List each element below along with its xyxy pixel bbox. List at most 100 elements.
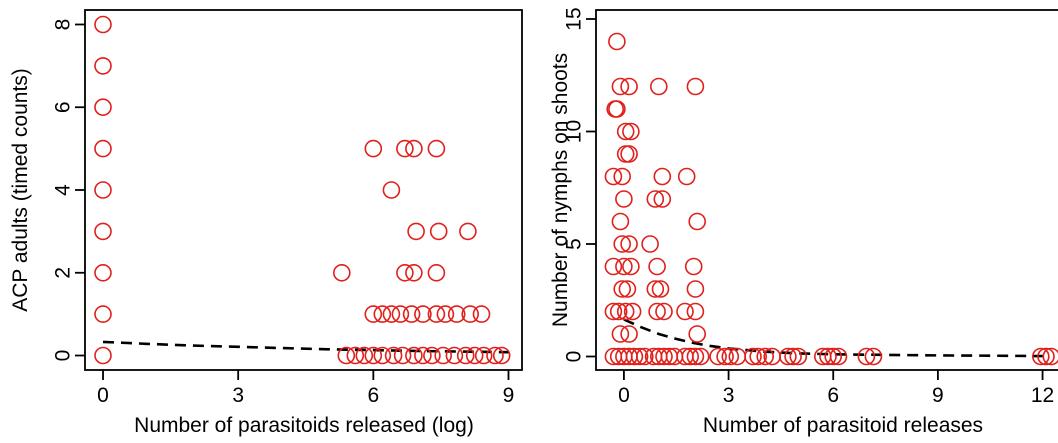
right-data-point — [864, 347, 883, 366]
left-data-point — [94, 139, 112, 158]
right-data-point — [728, 347, 747, 366]
right-data-point — [615, 257, 633, 276]
right-data-point — [608, 100, 626, 118]
left-data-point — [396, 139, 414, 158]
left-data-point — [492, 346, 511, 365]
left-y-ticks: 0 2 4 6 8 — [52, 19, 85, 362]
left-data-point — [465, 346, 484, 365]
left-data-point — [414, 305, 432, 323]
left-data-point — [373, 305, 392, 323]
left-data-point — [94, 15, 112, 34]
left-data-point — [94, 222, 112, 241]
left-y-tick-label: 4 — [52, 184, 75, 196]
right-data-point — [613, 167, 632, 186]
left-x-tick-label: 6 — [367, 384, 379, 407]
right-data-point — [789, 347, 808, 366]
left-data-point — [405, 346, 423, 365]
right-data-point — [824, 347, 843, 366]
right-data-point — [779, 347, 797, 366]
left-data-point — [332, 263, 351, 282]
right-data-point — [611, 212, 630, 231]
right-data-point — [677, 167, 696, 186]
left-x-tick-label: 9 — [503, 384, 515, 407]
right-data-point — [648, 257, 666, 276]
right-x-tick-label: 6 — [827, 384, 839, 407]
left-data-point — [94, 305, 112, 323]
right-data-point — [721, 347, 740, 366]
right-data-point — [646, 280, 665, 298]
left-data-point — [373, 346, 392, 365]
right-data-point — [620, 235, 638, 253]
left-x-tick-label: 0 — [97, 384, 109, 407]
right-x-axis-label: Number of parasitoid releases — [703, 414, 983, 437]
left-data-point — [434, 346, 453, 365]
right-data-point — [613, 235, 632, 253]
left-data-point — [94, 346, 112, 365]
right-data-point — [655, 347, 673, 366]
left-data-points — [94, 15, 511, 365]
left-data-point — [382, 305, 401, 323]
right-data-point — [620, 325, 638, 343]
right-data-point — [615, 190, 633, 208]
left-data-point — [382, 181, 401, 199]
right-y-tick-label: 0 — [563, 351, 586, 363]
right-data-point — [686, 77, 705, 96]
right-x-tick-label: 3 — [723, 384, 735, 407]
right-data-point — [684, 257, 703, 276]
right-y-ticks: 0 5 10 15 — [563, 7, 596, 363]
right-data-point — [1032, 347, 1050, 366]
right-data-point — [691, 347, 710, 366]
right-x-tick-label: 12 — [1031, 384, 1054, 407]
right-y-tick-label: 10 — [563, 120, 586, 143]
right-data-point — [681, 347, 700, 366]
left-y-tick-label: 0 — [52, 350, 75, 362]
left-data-point — [94, 57, 112, 75]
right-data-point — [623, 302, 642, 321]
left-plot-frame — [84, 9, 523, 371]
left-x-ticks: 0 3 6 9 — [97, 370, 514, 407]
left-data-point — [423, 346, 441, 365]
right-data-point — [1037, 347, 1055, 366]
left-data-point — [447, 305, 466, 323]
right-data-point — [609, 302, 628, 321]
right-x-tick-label: 0 — [618, 384, 630, 407]
right-data-point — [686, 280, 705, 298]
right-data-point — [604, 302, 623, 321]
right-data-point — [604, 167, 623, 186]
right-data-point — [641, 235, 659, 253]
right-data-point — [651, 280, 670, 298]
right-data-point — [653, 167, 672, 186]
left-data-point — [461, 305, 480, 323]
right-data-point — [649, 77, 668, 96]
right-data-point — [604, 257, 623, 276]
right-data-point — [857, 347, 876, 366]
right-data-points — [604, 32, 1058, 366]
right-data-point — [646, 190, 665, 208]
left-y-tick-label: 2 — [52, 267, 75, 279]
right-data-point — [625, 347, 644, 366]
right-data-point — [829, 347, 848, 366]
right-data-point — [716, 347, 734, 366]
right-x-tick-label: 9 — [932, 384, 944, 407]
right-data-point — [618, 280, 637, 298]
left-data-point — [384, 346, 403, 365]
left-data-point — [474, 346, 493, 365]
right-data-point — [784, 347, 802, 366]
right-data-point — [635, 347, 654, 366]
left-data-point — [391, 305, 410, 323]
right-x-ticks: 0 3 6 9 12 — [618, 370, 1054, 407]
left-data-point — [405, 263, 423, 282]
right-data-point — [648, 302, 666, 321]
left-data-point — [445, 346, 464, 365]
right-data-point — [622, 257, 640, 276]
right-y-tick-label: 5 — [563, 238, 586, 250]
right-data-point — [616, 122, 635, 141]
left-data-point — [364, 139, 383, 158]
right-data-point — [744, 347, 762, 366]
left-data-point — [459, 222, 477, 241]
left-y-tick-label: 8 — [52, 19, 75, 31]
right-data-point — [611, 77, 630, 96]
right-data-point — [620, 77, 638, 96]
right-data-point — [1042, 347, 1058, 366]
